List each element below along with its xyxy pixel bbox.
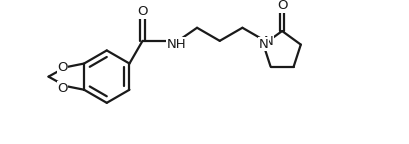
Text: O: O (57, 61, 67, 74)
Text: N: N (258, 38, 267, 51)
Text: O: O (276, 0, 287, 12)
Text: O: O (137, 5, 147, 18)
Text: O: O (57, 82, 67, 95)
Text: N: N (263, 35, 273, 48)
Text: NH: NH (166, 38, 186, 51)
